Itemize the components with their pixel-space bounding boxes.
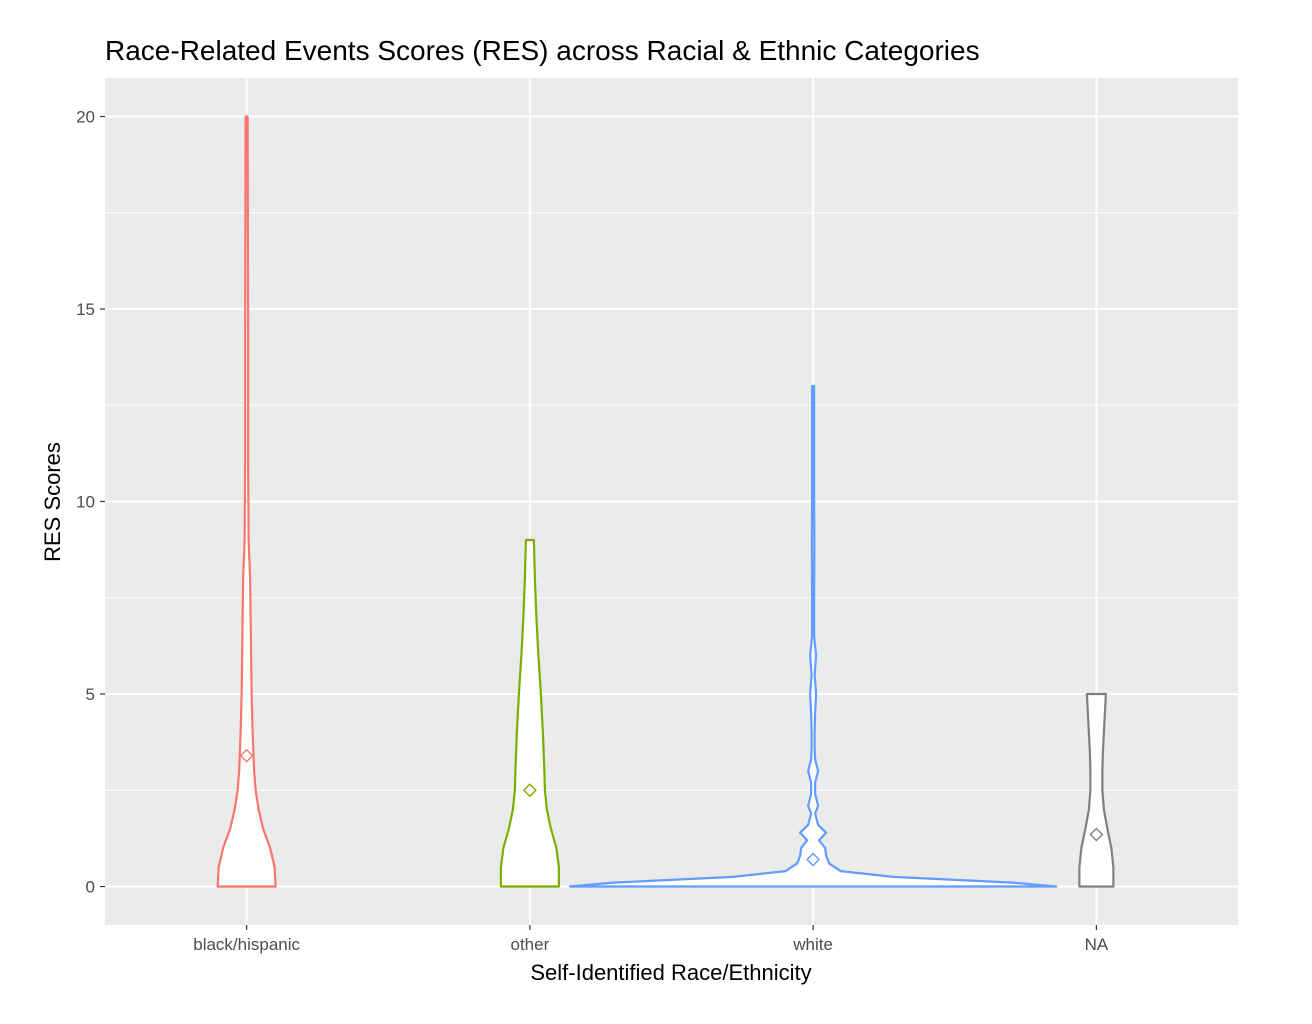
violin-black-hispanic bbox=[216, 115, 277, 888]
x-axis: black/hispanic other white NA bbox=[193, 925, 1109, 954]
mean-marker bbox=[806, 852, 821, 867]
mean-marker-layer bbox=[239, 748, 1104, 867]
violin-layer bbox=[216, 115, 1115, 888]
x-axis-title: Self-Identified Race/Ethnicity bbox=[530, 960, 811, 985]
minor-gridlines bbox=[105, 212, 1238, 791]
violin-white bbox=[569, 384, 1058, 888]
mean-marker bbox=[239, 748, 254, 763]
x-tick-label: black/hispanic bbox=[193, 935, 300, 954]
chart-title: Race-Related Events Scores (RES) across … bbox=[105, 35, 980, 66]
y-tick-label: 15 bbox=[76, 300, 95, 319]
mean-marker bbox=[522, 783, 537, 798]
violin-other bbox=[499, 538, 560, 888]
y-axis: 0 5 10 15 20 bbox=[76, 108, 105, 897]
violin-na bbox=[1078, 692, 1115, 888]
x-tick-label: NA bbox=[1085, 935, 1109, 954]
y-tick-label: 0 bbox=[86, 878, 95, 897]
y-tick-label: 5 bbox=[86, 685, 95, 704]
y-tick-label: 20 bbox=[76, 108, 95, 127]
y-tick-label: 10 bbox=[76, 493, 95, 512]
x-tick-label: other bbox=[511, 935, 550, 954]
x-tick-label: white bbox=[792, 935, 833, 954]
mean-marker bbox=[1089, 827, 1104, 842]
y-axis-title: RES Scores bbox=[40, 442, 65, 562]
